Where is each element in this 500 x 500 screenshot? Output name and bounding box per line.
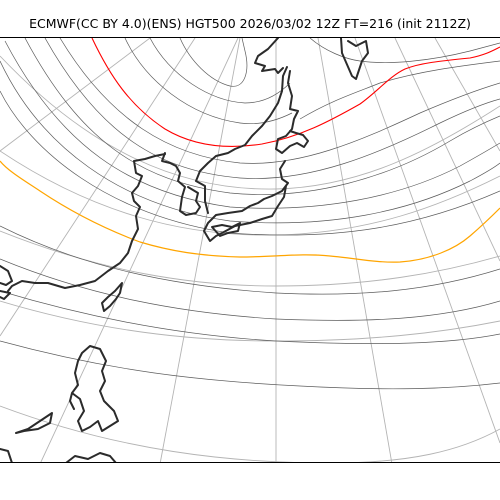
meridian-line <box>394 38 500 262</box>
coastline-sakhalin <box>254 38 284 74</box>
coastlines <box>0 38 369 462</box>
height-contour <box>124 38 293 125</box>
height-contour <box>44 38 500 179</box>
coastline-korea <box>7 153 166 292</box>
coastline-japan <box>203 70 309 242</box>
height-contour <box>4 40 500 209</box>
height-contour <box>59 38 500 164</box>
parallel-line <box>0 55 500 190</box>
coastline-asia <box>195 66 288 214</box>
map-title: ECMWF(CC BY 4.0)(ENS) HGT500 2026/03/02 … <box>29 16 471 31</box>
meridian-line <box>159 38 241 462</box>
height-contours <box>0 38 500 390</box>
map-canvas <box>0 38 500 462</box>
height-contour <box>149 38 291 104</box>
height-contour <box>0 340 500 390</box>
height-contour <box>309 38 500 63</box>
coastline-tsushima <box>211 222 241 237</box>
coastline-islands <box>0 412 117 462</box>
meridian-line <box>317 38 393 462</box>
height-contour <box>0 225 500 295</box>
highlight-contour-north <box>91 38 500 147</box>
height-contour <box>0 258 500 321</box>
coastline-taiwan <box>101 282 123 312</box>
height-contour <box>0 60 500 224</box>
meridian-line <box>0 38 151 152</box>
graticule-meridians <box>0 38 500 462</box>
height-contour <box>24 38 500 195</box>
meridian-line <box>354 38 500 444</box>
parallel-line <box>0 405 500 462</box>
meridian-line <box>434 38 500 152</box>
graticule-parallels <box>0 55 500 462</box>
coastline-kamchatka <box>340 38 369 80</box>
coastline-china <box>161 152 201 216</box>
meridian-line <box>0 38 196 337</box>
height-contour <box>299 60 500 120</box>
coastline-west-edge <box>0 265 13 300</box>
parallel-line <box>0 300 500 342</box>
height-contour <box>179 38 248 87</box>
map-panel <box>0 37 500 463</box>
coastline-philippines <box>69 345 119 432</box>
highlight-contour-south <box>0 160 500 263</box>
height-contour <box>0 290 500 344</box>
